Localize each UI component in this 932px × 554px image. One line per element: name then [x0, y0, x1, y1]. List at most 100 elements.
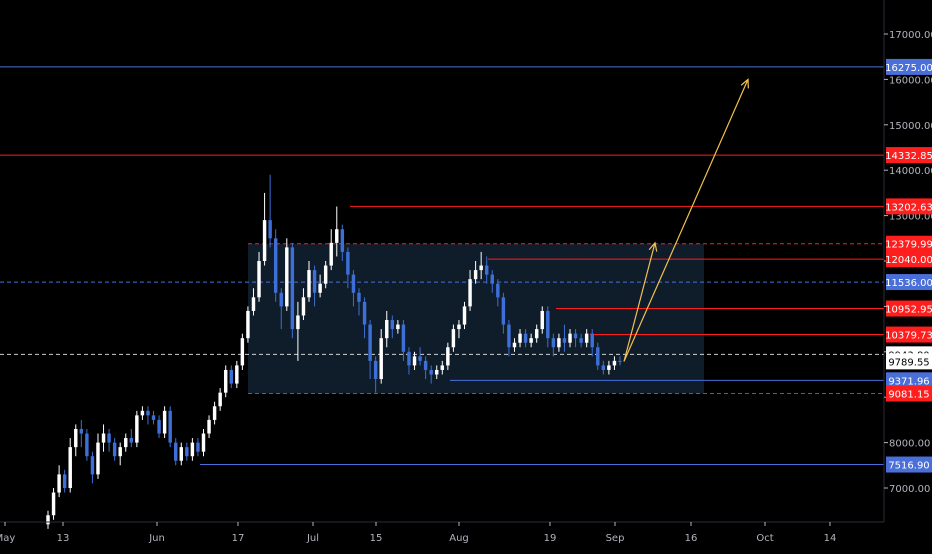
candle-body — [218, 392, 222, 407]
candle-body — [90, 456, 95, 475]
candle-body — [534, 329, 539, 339]
candle-body — [307, 270, 311, 298]
level-label-box — [886, 353, 932, 370]
candle-body — [262, 220, 267, 261]
candle-body — [118, 447, 122, 457]
candle-body — [601, 365, 606, 370]
time-tick-label: 17 — [232, 533, 245, 544]
candle-body — [212, 406, 217, 420]
candle-body — [223, 369, 228, 393]
level-label: 14332.85 — [885, 151, 932, 162]
price-tick-label: 7000.00 — [889, 484, 930, 495]
candle-body — [584, 333, 589, 343]
candle-body — [46, 515, 50, 525]
candle-body — [246, 310, 250, 339]
level-label-box — [886, 385, 932, 402]
candle-body — [551, 338, 556, 348]
candle-body — [351, 274, 356, 293]
candle-body — [557, 338, 561, 348]
time-tick-label: Sep — [606, 533, 625, 544]
candle-body — [357, 292, 361, 302]
candle-body — [457, 324, 461, 330]
level-label-box — [886, 326, 932, 343]
time-tick-label: 15 — [370, 533, 383, 544]
candle-body — [51, 492, 56, 516]
time-tick-label: Jul — [306, 533, 319, 544]
time-tick-label: 13 — [57, 533, 70, 544]
price-tick-label: 14000.00 — [889, 166, 932, 177]
price-tick-label: 8000.00 — [889, 439, 930, 450]
candle-body — [290, 247, 295, 330]
level-label-box — [886, 235, 932, 252]
candle-body — [440, 365, 445, 370]
candle-body — [124, 438, 128, 448]
candle-body — [174, 442, 178, 461]
candle-body — [196, 442, 200, 452]
time-tick-label: Aug — [449, 533, 469, 544]
candle-body — [268, 220, 272, 239]
candle-body — [612, 360, 617, 366]
candle-body — [157, 419, 161, 434]
candle-body — [484, 265, 489, 275]
level-label: 9081.15 — [888, 390, 929, 401]
arrow-head — [648, 241, 658, 252]
level-label-box — [886, 198, 932, 215]
candle-body — [507, 324, 511, 348]
candle-body — [618, 360, 622, 362]
candle-body — [179, 447, 184, 461]
candle-body — [429, 369, 433, 375]
candle-body — [190, 442, 195, 457]
candle-body — [285, 247, 289, 307]
candle-body — [318, 283, 322, 293]
candle-body — [518, 333, 522, 343]
candle-body — [129, 438, 134, 443]
candle-body — [151, 415, 156, 420]
level-label: 9789.55 — [888, 357, 929, 368]
candles — [46, 174, 622, 529]
candle-body — [207, 419, 211, 434]
level-label-box — [886, 274, 932, 291]
candle-body — [496, 283, 500, 298]
candle-body — [273, 238, 278, 293]
candle-body — [96, 442, 100, 475]
candle-body — [362, 301, 367, 325]
candle-body — [235, 365, 239, 384]
candle-body — [312, 270, 317, 293]
candle-body — [435, 369, 439, 375]
price-tick-label: 13000.00 — [889, 212, 932, 223]
candle-body — [229, 369, 233, 384]
level-label: 10952.95 — [885, 305, 932, 316]
candle-body — [423, 360, 428, 370]
candle-body — [323, 265, 328, 284]
candle-body — [418, 356, 422, 361]
time-tick-label: May — [0, 533, 15, 544]
candle-body — [68, 447, 72, 488]
candle-body — [396, 324, 400, 330]
level-label: 9371.96 — [888, 376, 929, 387]
candle-body — [346, 251, 350, 275]
time-tick-label: Jun — [148, 533, 165, 544]
price-tick-label: 15000.00 — [889, 121, 932, 132]
candle-body — [473, 270, 478, 280]
candle-body — [401, 324, 406, 352]
candle-body — [257, 261, 261, 298]
candle-body — [373, 360, 378, 380]
level-label: 7516.90 — [888, 461, 929, 472]
candle-body — [340, 229, 345, 252]
candle-body — [596, 347, 600, 366]
level-label: 10379.73 — [885, 331, 932, 342]
candle-body — [512, 342, 517, 348]
projection-arrow — [623, 79, 749, 362]
candle-body — [146, 410, 150, 416]
level-labels: 16275.00 14332.85 13202.63 12379.99 12040.00… — [885, 58, 932, 473]
candle-body — [546, 310, 550, 339]
candle-body — [462, 306, 467, 325]
candle-body — [57, 474, 61, 493]
candle-body — [107, 433, 111, 443]
candle-body — [451, 329, 456, 348]
level-label-box — [886, 147, 932, 164]
projection-arrow — [623, 242, 656, 362]
